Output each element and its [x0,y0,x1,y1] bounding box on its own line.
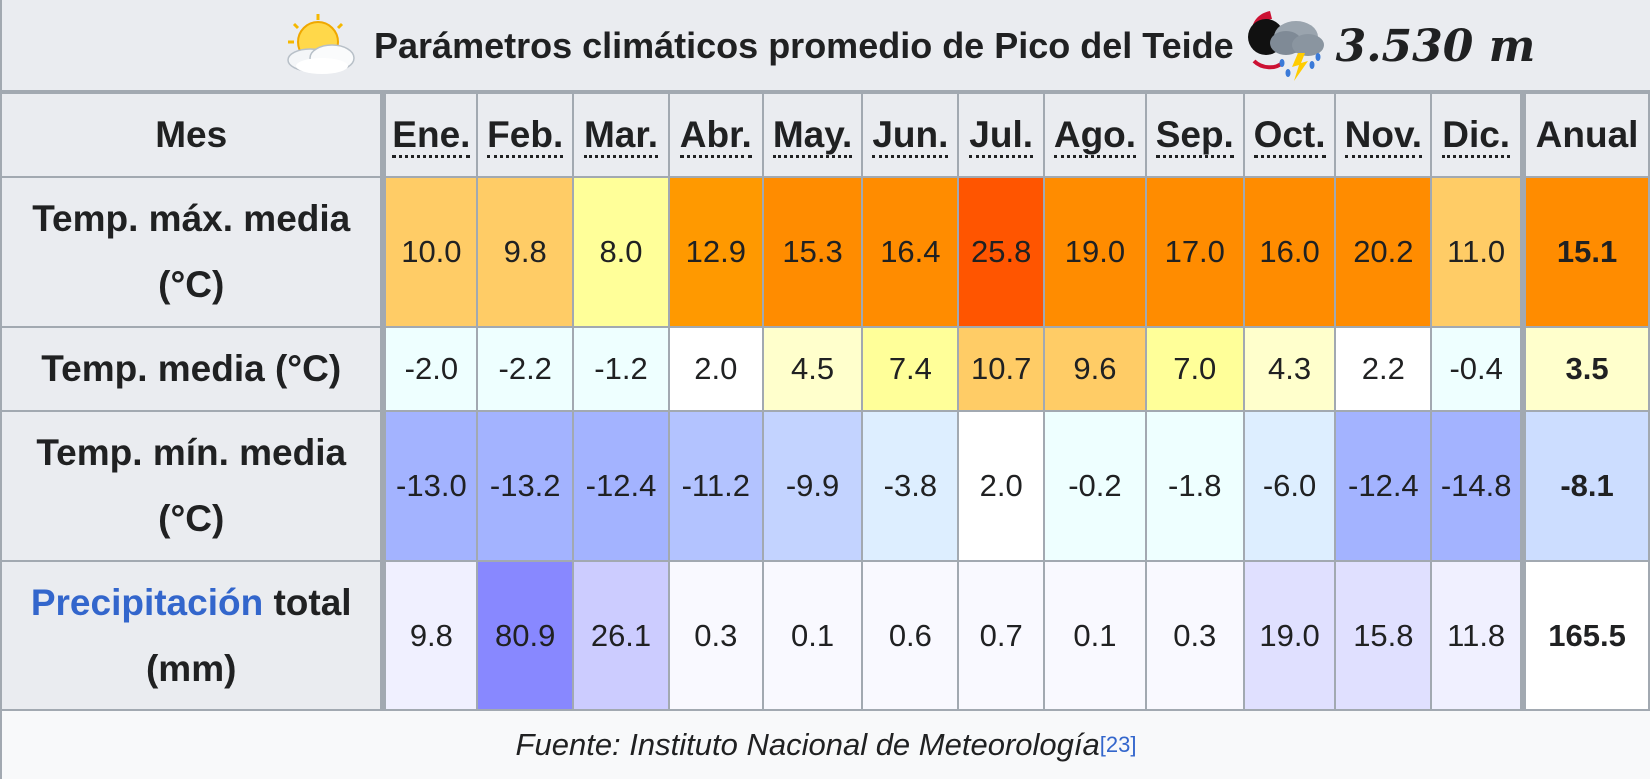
month-abbr[interactable]: Jun. [872,114,949,158]
value-cell: 0.1 [761,560,864,711]
month-abbr[interactable]: Feb. [487,114,564,158]
value-cell: 7.0 [1144,326,1245,412]
source-text: Fuente: Instituto Nacional de Meteorolog… [515,727,1100,762]
table-row: Temp. media (°C) -2.0 -2.2 -1.2 2.0 4.5 7.4 10… [0,326,1650,412]
value-cell: 25.8 [957,176,1046,328]
table-caption: Parámetros climáticos promedio de Pico d… [0,0,1650,92]
annual-value-cell: -8.1 [1520,410,1650,562]
value-cell: -0.4 [1430,326,1525,412]
value-cell: 12.9 [667,176,764,328]
annual-value-cell: 165.5 [1520,560,1650,711]
row-label-mean-temp: Temp. media (°C) [0,326,387,412]
value-cell: -11.2 [667,410,764,562]
precipitation-label-rest: total (mm) [145,581,352,689]
climate-table: Mes Ene. Feb. Mar. Abr. May. Jun. Jul. A… [0,92,1650,711]
value-cell: 2.0 [667,326,764,412]
header-row: Mes Ene. Feb. Mar. Abr. May. Jun. Jul. A… [0,92,1650,178]
annual-value-cell: 3.5 [1520,326,1650,412]
month-abbr[interactable]: Ene. [392,114,471,158]
precipitation-link[interactable]: Precipitación [30,581,264,623]
value-cell: 11.0 [1430,176,1525,328]
annual-value-cell: 15.1 [1520,176,1650,328]
table-row: Temp. máx. media (°C) 10.0 9.8 8.0 12.9 15.3… [0,176,1650,328]
value-cell: 0.1 [1043,560,1147,711]
value-cell: 19.0 [1242,560,1337,711]
month-header[interactable]: Oct. [1242,92,1337,178]
value-cell: 9.6 [1043,326,1147,412]
value-cell: 11.8 [1430,560,1525,711]
month-abbr[interactable]: Oct. [1253,114,1326,158]
month-header[interactable]: Feb. [476,92,575,178]
table-title: Parámetros climáticos promedio de Pico d… [374,25,1234,66]
month-header[interactable]: Ago. [1043,92,1147,178]
month-abbr[interactable]: Dic. [1442,114,1511,158]
value-cell: -12.4 [572,410,670,562]
value-cell: 10.7 [957,326,1046,412]
month-abbr[interactable]: Ago. [1053,114,1137,158]
value-cell: -2.2 [476,326,575,412]
value-cell: 16.4 [861,176,960,328]
value-cell: 2.0 [957,410,1046,562]
altitude-label: 3.530 m [1335,20,1536,72]
table-source: Fuente: Instituto Nacional de Meteorolog… [0,709,1650,779]
value-cell: 4.3 [1242,326,1337,412]
month-header[interactable]: Nov. [1334,92,1433,178]
value-cell: 9.8 [476,176,575,328]
value-cell: 20.2 [1334,176,1433,328]
value-cell: 15.8 [1334,560,1433,711]
value-cell: 19.0 [1043,176,1147,328]
value-cell: 80.9 [476,560,575,711]
month-header[interactable]: Dic. [1430,92,1525,178]
value-cell: -2.0 [382,326,479,412]
value-cell: 7.4 [861,326,960,412]
value-cell: 15.3 [761,176,864,328]
table-row: Temp. mín. media (°C) -13.0 -13.2 -12.4 -11… [0,410,1650,562]
row-label-max-temp: Temp. máx. media (°C) [0,176,387,328]
value-cell: 2.2 [1334,326,1433,412]
value-cell: 16.0 [1242,176,1337,328]
month-abbr[interactable]: Sep. [1155,114,1234,158]
month-header[interactable]: Jul. [957,92,1046,178]
value-cell: 8.0 [572,176,670,328]
month-header[interactable]: Sep. [1144,92,1245,178]
month-header[interactable]: Abr. [667,92,764,178]
month-header[interactable]: Mar. [572,92,670,178]
value-cell: -13.0 [382,410,479,562]
source-reference-link[interactable]: [23] [1099,732,1137,757]
value-cell: 26.1 [572,560,670,711]
value-cell: 0.3 [667,560,764,711]
value-cell: -0.2 [1043,410,1147,562]
sun-cloud-icon [276,12,362,81]
value-cell: -9.9 [761,410,864,562]
value-cell: -3.8 [861,410,960,562]
row-label-precipitation: Precipitación total (mm) [0,560,387,711]
month-abbr[interactable]: May. [772,114,853,158]
month-header[interactable]: May. [761,92,864,178]
value-cell: 0.6 [861,560,960,711]
annual-header: Anual [1520,92,1650,178]
value-cell: 10.0 [382,176,479,328]
month-header[interactable]: Jun. [861,92,960,178]
value-cell: -14.8 [1430,410,1525,562]
value-cell: -12.4 [1334,410,1433,562]
month-abbr[interactable]: Nov. [1344,114,1423,158]
month-header[interactable]: Ene. [382,92,479,178]
storm-icon [1242,3,1328,90]
value-cell: 9.8 [382,560,479,711]
value-cell: -6.0 [1242,410,1337,562]
value-cell: -1.2 [572,326,670,412]
value-cell: 17.0 [1144,176,1245,328]
value-cell: 4.5 [761,326,864,412]
table-row: Precipitación total (mm) 9.8 80.9 26.1 0.3 0… [0,560,1650,711]
row-label-min-temp: Temp. mín. media (°C) [0,410,387,562]
month-corner-label: Mes [0,92,387,178]
value-cell: -1.8 [1144,410,1245,562]
value-cell: -13.2 [476,410,575,562]
month-abbr[interactable]: Jul. [969,114,1034,158]
month-abbr[interactable]: Mar. [583,114,659,158]
value-cell: 0.7 [957,560,1046,711]
value-cell: 0.3 [1144,560,1245,711]
month-abbr[interactable]: Abr. [679,114,752,158]
